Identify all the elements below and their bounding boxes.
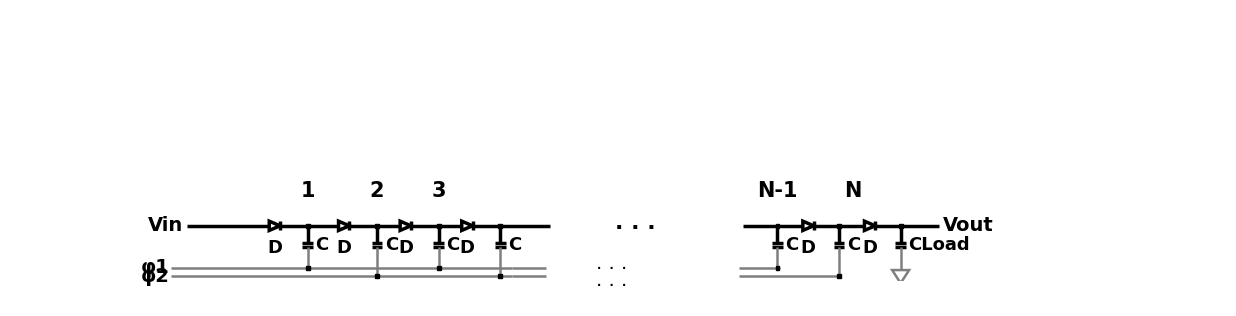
Text: CLoad: CLoad — [908, 236, 970, 254]
Text: 3: 3 — [431, 181, 446, 201]
Text: C: C — [315, 236, 329, 254]
Bar — [305, 266, 310, 270]
Bar — [837, 274, 840, 278]
Bar — [498, 274, 502, 278]
Bar — [775, 224, 780, 228]
Bar — [436, 224, 440, 228]
Bar — [775, 266, 780, 270]
Text: D: D — [336, 239, 351, 257]
Text: C: C — [384, 236, 398, 254]
Text: φ2: φ2 — [141, 267, 169, 286]
Text: C: C — [508, 236, 522, 254]
Bar — [899, 224, 902, 228]
Text: C: C — [785, 236, 798, 254]
Bar — [375, 274, 379, 278]
Text: C: C — [847, 236, 860, 254]
Text: . . .: . . . — [614, 213, 655, 233]
Text: C: C — [446, 236, 460, 254]
Text: N: N — [844, 181, 861, 201]
Text: . . .: . . . — [596, 270, 628, 289]
Bar — [375, 224, 379, 228]
Text: 2: 2 — [370, 181, 384, 201]
Text: D: D — [460, 239, 475, 257]
Text: D: D — [863, 239, 878, 257]
Text: . . .: . . . — [596, 254, 628, 273]
Text: D: D — [267, 239, 282, 257]
Text: D: D — [398, 239, 413, 257]
Text: φ1: φ1 — [141, 258, 169, 277]
Bar — [436, 266, 440, 270]
Bar — [837, 224, 840, 228]
Text: D: D — [801, 239, 816, 257]
Text: Vout: Vout — [943, 216, 994, 235]
Bar — [305, 224, 310, 228]
Text: N-1: N-1 — [758, 181, 797, 201]
Text: Vin: Vin — [148, 216, 183, 235]
Bar — [498, 224, 502, 228]
Text: 1: 1 — [300, 181, 315, 201]
